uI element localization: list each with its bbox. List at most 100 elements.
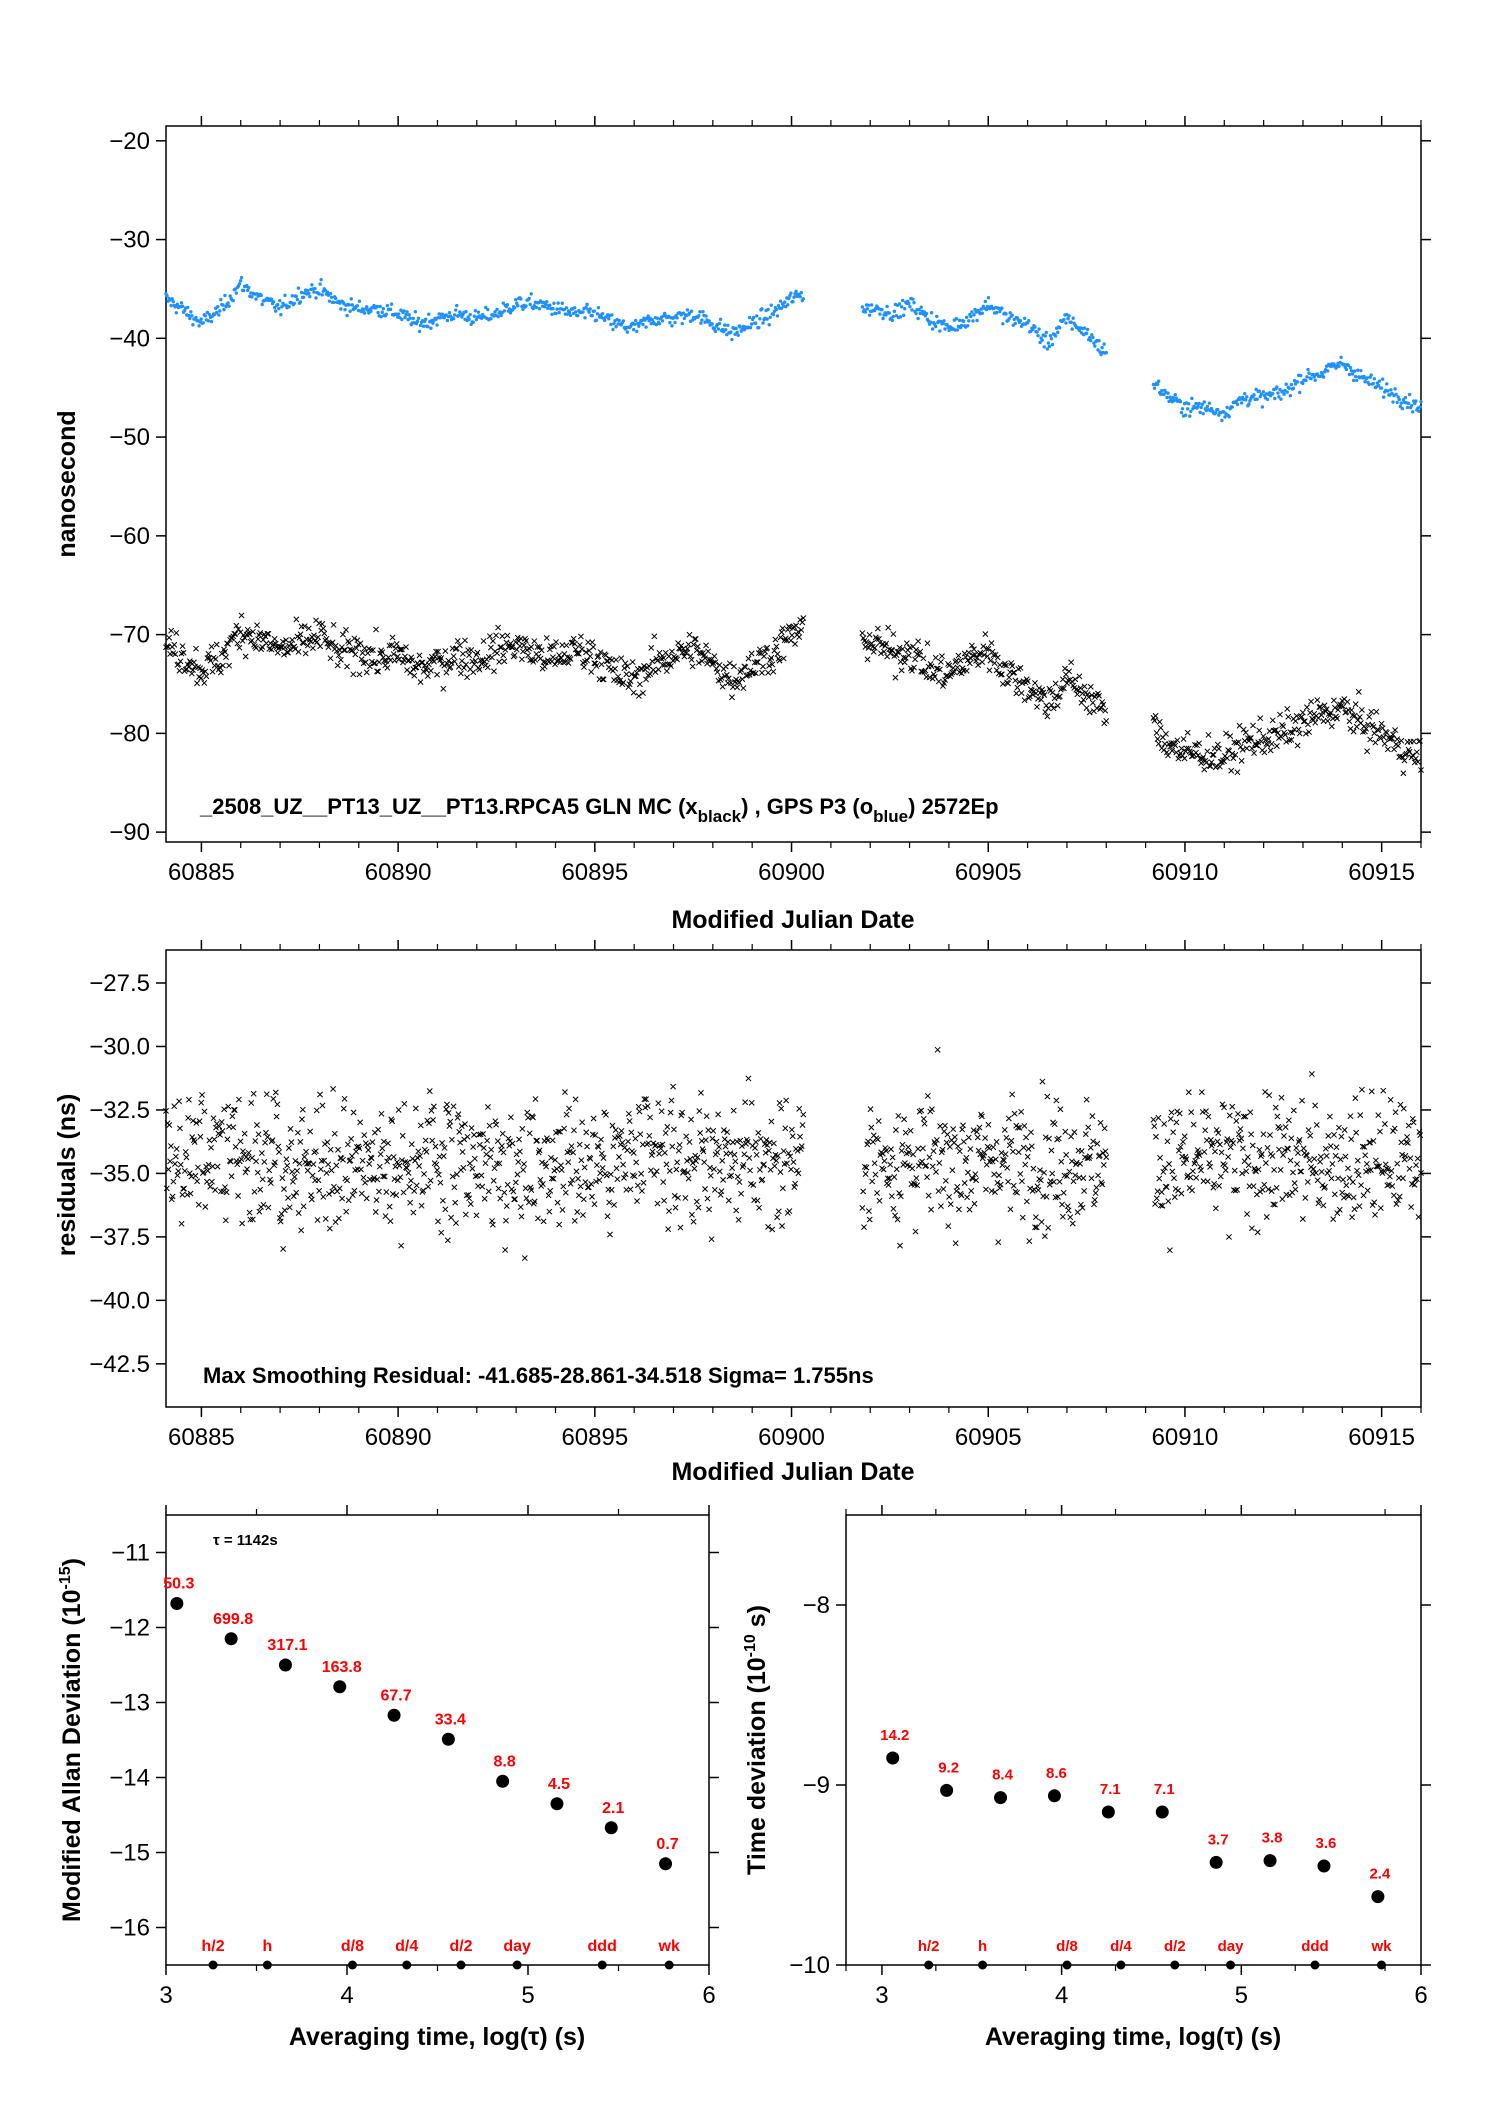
blue-point: [228, 294, 232, 298]
black-point: [722, 663, 729, 670]
timeseries-x-tick-label: 60905: [955, 859, 1022, 886]
residual-point: [1273, 1184, 1280, 1191]
blue-point: [632, 322, 637, 326]
black-point: [1395, 742, 1402, 749]
mdev-interval-marker: [512, 1960, 522, 1970]
residual-point: [434, 1167, 441, 1174]
residual-point: [978, 1113, 985, 1120]
black-point: [772, 636, 779, 643]
residual-point: [222, 1217, 229, 1224]
residual-point: [1005, 1115, 1012, 1122]
black-point: [349, 647, 356, 654]
blue-point: [277, 306, 281, 311]
residual-point: [695, 1204, 702, 1211]
blue-point: [545, 299, 549, 304]
residual-point: [937, 1203, 944, 1210]
residual-point: [1349, 1179, 1356, 1186]
residual-point: [192, 1172, 199, 1179]
black-point: [372, 660, 378, 667]
black-point: [314, 639, 321, 646]
blue-point: [1223, 415, 1227, 419]
blue-point: [1042, 345, 1046, 349]
black-point: [330, 621, 337, 628]
black-point: [238, 612, 245, 619]
residual-point: [646, 1132, 653, 1139]
residual-point: [365, 1147, 372, 1153]
residual-point: [486, 1122, 493, 1129]
residual-point: [924, 1174, 930, 1181]
blue-point: [587, 310, 591, 314]
black-point: [379, 649, 386, 656]
black-point: [511, 652, 518, 659]
black-point: [1215, 745, 1222, 752]
blue-point: [1098, 350, 1102, 354]
black-point: [578, 646, 585, 653]
mdev-data-point: [550, 1797, 564, 1811]
black-point: [353, 645, 360, 652]
blue-point: [1172, 398, 1176, 403]
residual-point: [874, 1190, 881, 1196]
residual-point: [1157, 1154, 1163, 1161]
black-point: [1014, 684, 1021, 691]
blue-point: [787, 296, 791, 301]
residual-point: [222, 1184, 228, 1191]
mdev-y-tick-label: −11: [111, 1540, 150, 1567]
black-point: [552, 661, 558, 668]
blue-point: [789, 291, 793, 295]
residual-point: [866, 1216, 873, 1223]
blue-point: [1198, 410, 1202, 415]
blue-point: [1398, 404, 1402, 409]
blue-point: [1036, 333, 1040, 338]
residual-point: [433, 1161, 440, 1168]
black-point: [774, 651, 781, 657]
blue-point: [660, 319, 665, 323]
residual-point: [640, 1179, 647, 1186]
residual-point: [1041, 1233, 1048, 1240]
black-point: [1394, 736, 1401, 743]
blue-point: [527, 296, 531, 301]
residual-point: [480, 1144, 487, 1151]
blue-point: [1018, 319, 1023, 323]
residual-point: [201, 1108, 208, 1115]
residual-point: [730, 1107, 737, 1114]
residual-point: [455, 1111, 462, 1118]
blue-point: [1239, 401, 1244, 405]
blue-point: [592, 309, 597, 313]
residual-point: [1059, 1201, 1066, 1208]
blue-point: [1376, 383, 1381, 388]
black-point: [629, 659, 636, 665]
timeseries-y-tick-label: −50: [109, 424, 150, 451]
residual-point: [757, 1136, 764, 1142]
black-point: [1180, 736, 1187, 742]
residual-point: [655, 1100, 662, 1107]
blue-point: [747, 315, 752, 320]
residual-point: [945, 1223, 952, 1230]
residual-point: [372, 1209, 379, 1215]
residual-point: [545, 1192, 552, 1199]
black-point: [570, 635, 577, 642]
residual-point: [439, 1140, 446, 1146]
black-point: [375, 668, 382, 675]
black-point: [427, 667, 434, 674]
blue-point: [611, 327, 615, 332]
residuals-y-axis-title: residuals (ns): [53, 1094, 81, 1257]
residual-point: [521, 1255, 528, 1262]
blue-point: [887, 311, 891, 315]
residual-point: [562, 1189, 569, 1196]
residual-point: [335, 1215, 342, 1222]
black-point: [636, 681, 643, 688]
black-point: [1305, 721, 1311, 728]
residual-point: [410, 1209, 417, 1216]
blue-point: [1155, 382, 1160, 386]
blue-point: [313, 286, 317, 291]
blue-point: [885, 304, 889, 309]
residual-point: [782, 1125, 789, 1132]
mdev-interval-label: d/2: [449, 1938, 472, 1955]
residual-point: [435, 1218, 441, 1225]
blue-point: [1043, 334, 1047, 338]
residual-point: [982, 1186, 989, 1193]
blue-point: [675, 316, 679, 320]
blue-point: [307, 291, 311, 296]
blue-point: [801, 297, 806, 301]
black-point: [613, 656, 620, 663]
